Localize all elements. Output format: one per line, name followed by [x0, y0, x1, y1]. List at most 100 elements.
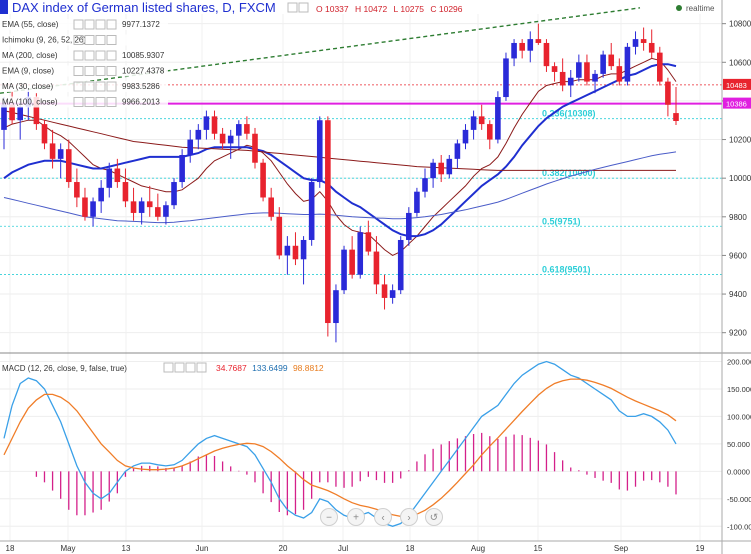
zoom-in-icon[interactable]: +: [347, 508, 365, 526]
candle-body: [219, 133, 226, 144]
chart-navigation: − + ‹ › ↺: [320, 508, 443, 526]
x-tick-label: 15: [534, 544, 543, 553]
candle-body: [454, 143, 461, 159]
macd-hist-value: 98.8812: [293, 363, 324, 373]
candle-body: [122, 182, 129, 202]
price-tag-current-label: 10483: [726, 81, 747, 90]
y-tick-label: 10200: [729, 136, 751, 145]
macd-tick-label: 100.000: [727, 412, 751, 421]
indicator-control-icon[interactable]: [106, 97, 117, 107]
trend-line: [0, 7, 641, 94]
x-tick-label: May: [60, 544, 75, 553]
realtime-label: realtime: [686, 4, 715, 13]
legend-row-bg: [0, 34, 168, 46]
candle-body: [74, 182, 80, 198]
macd-value: 34.7687: [216, 363, 247, 373]
candle-body: [138, 201, 145, 213]
candle-body: [559, 71, 566, 86]
indicator-control-icon[interactable]: [106, 35, 117, 45]
candle-body: [203, 116, 210, 130]
legend-row-bg: [0, 65, 168, 77]
candle-body: [511, 42, 517, 59]
candle-body: [284, 245, 291, 256]
macd-line: [3, 360, 677, 527]
x-tick-label: 19: [696, 544, 705, 553]
series-line: [3, 63, 677, 238]
candle-body: [41, 124, 48, 144]
indicator-control-icon[interactable]: [95, 50, 106, 61]
indicator-control-icon[interactable]: [106, 50, 117, 61]
indicator-control-icon[interactable]: [95, 66, 106, 76]
indicator-control-icon[interactable]: [106, 19, 117, 30]
fib-label: 0.5(9751): [542, 216, 581, 226]
candle-body: [438, 162, 445, 175]
fib-label: 0.382(10000): [542, 168, 596, 178]
indicator-control-icon[interactable]: [73, 66, 84, 76]
candle-body: [33, 97, 40, 125]
candle-body: [244, 124, 250, 134]
candle-body: [98, 187, 104, 202]
candle-body: [130, 201, 137, 213]
x-tick-label: Jun: [196, 544, 209, 553]
indicator-control-icon[interactable]: [106, 81, 117, 92]
legend-row-bg: [0, 19, 168, 30]
candle-body: [657, 52, 663, 82]
svg-text:‹: ‹: [381, 513, 384, 524]
macd-signal-value: 133.6499: [252, 363, 288, 373]
candle-body: [235, 124, 242, 136]
scroll-back-icon[interactable]: ‹: [374, 508, 392, 526]
y-tick-label: 10600: [729, 58, 751, 67]
candle-body: [486, 124, 493, 140]
realtime-dot-icon: [676, 5, 682, 11]
indicator-control-icon[interactable]: [73, 35, 84, 45]
indicator-control-icon[interactable]: [84, 19, 95, 30]
indicator-control-icon[interactable]: [84, 66, 95, 76]
candle-body: [260, 162, 266, 198]
scroll-forward-icon[interactable]: ›: [400, 508, 418, 526]
indicator-control-icon[interactable]: [73, 81, 84, 92]
indicator-value: 9966.2013: [122, 98, 160, 107]
macd-controls-icon[interactable]: [163, 362, 207, 373]
candle-body: [82, 197, 88, 217]
indicator-control-icon[interactable]: [84, 50, 95, 61]
indicator-control-icon[interactable]: [95, 35, 106, 45]
indicator-control-icon[interactable]: [73, 97, 84, 107]
indicator-label: MA (100, close): [2, 98, 58, 107]
indicator-control-icon[interactable]: [84, 97, 95, 107]
indicator-control-icon[interactable]: [106, 66, 117, 76]
legend-controls-icon[interactable]: [287, 2, 309, 13]
candle-body: [187, 139, 194, 155]
y-tick-label: 9400: [729, 290, 747, 299]
indicator-control-icon[interactable]: [95, 19, 106, 30]
candle-body: [349, 249, 355, 275]
legend-row-bg: [0, 96, 168, 108]
reset-icon[interactable]: ↺: [425, 508, 443, 526]
x-tick-label: Sep: [614, 544, 629, 553]
grid: [0, 14, 722, 541]
series-line: [3, 151, 677, 224]
svg-text:O 10337 H 10472 L: O 10337 H 10472 L 10275 C 10296: [316, 4, 463, 14]
candle-body: [648, 42, 655, 53]
indicator-control-icon[interactable]: [73, 50, 84, 61]
indicator-control-icon[interactable]: [84, 81, 95, 92]
fib-label: 0.618(9501): [542, 265, 591, 275]
candle-body: [551, 66, 558, 72]
ohlc-open: 10337: [325, 4, 349, 14]
candle-body: [341, 249, 347, 291]
indicator-legend: EMA (55, close) 9977.1372 Ichimoku (9, 26,…: [0, 19, 168, 108]
zoom-out-icon[interactable]: −: [320, 508, 338, 526]
indicator-label: EMA (9, close): [2, 67, 54, 76]
candle-body: [673, 113, 679, 122]
candle-body: [292, 245, 299, 260]
candle-body: [49, 143, 56, 159]
indicator-value: 9983.5286: [122, 82, 160, 91]
candle-body: [106, 168, 113, 188]
candle-body: [1, 104, 7, 130]
candle-body: [576, 62, 582, 78]
indicator-control-icon[interactable]: [84, 35, 95, 45]
x-tick-label: 18: [6, 544, 15, 553]
indicator-control-icon[interactable]: [95, 81, 106, 92]
indicator-control-icon[interactable]: [73, 19, 84, 30]
indicator-control-icon[interactable]: [95, 97, 106, 107]
